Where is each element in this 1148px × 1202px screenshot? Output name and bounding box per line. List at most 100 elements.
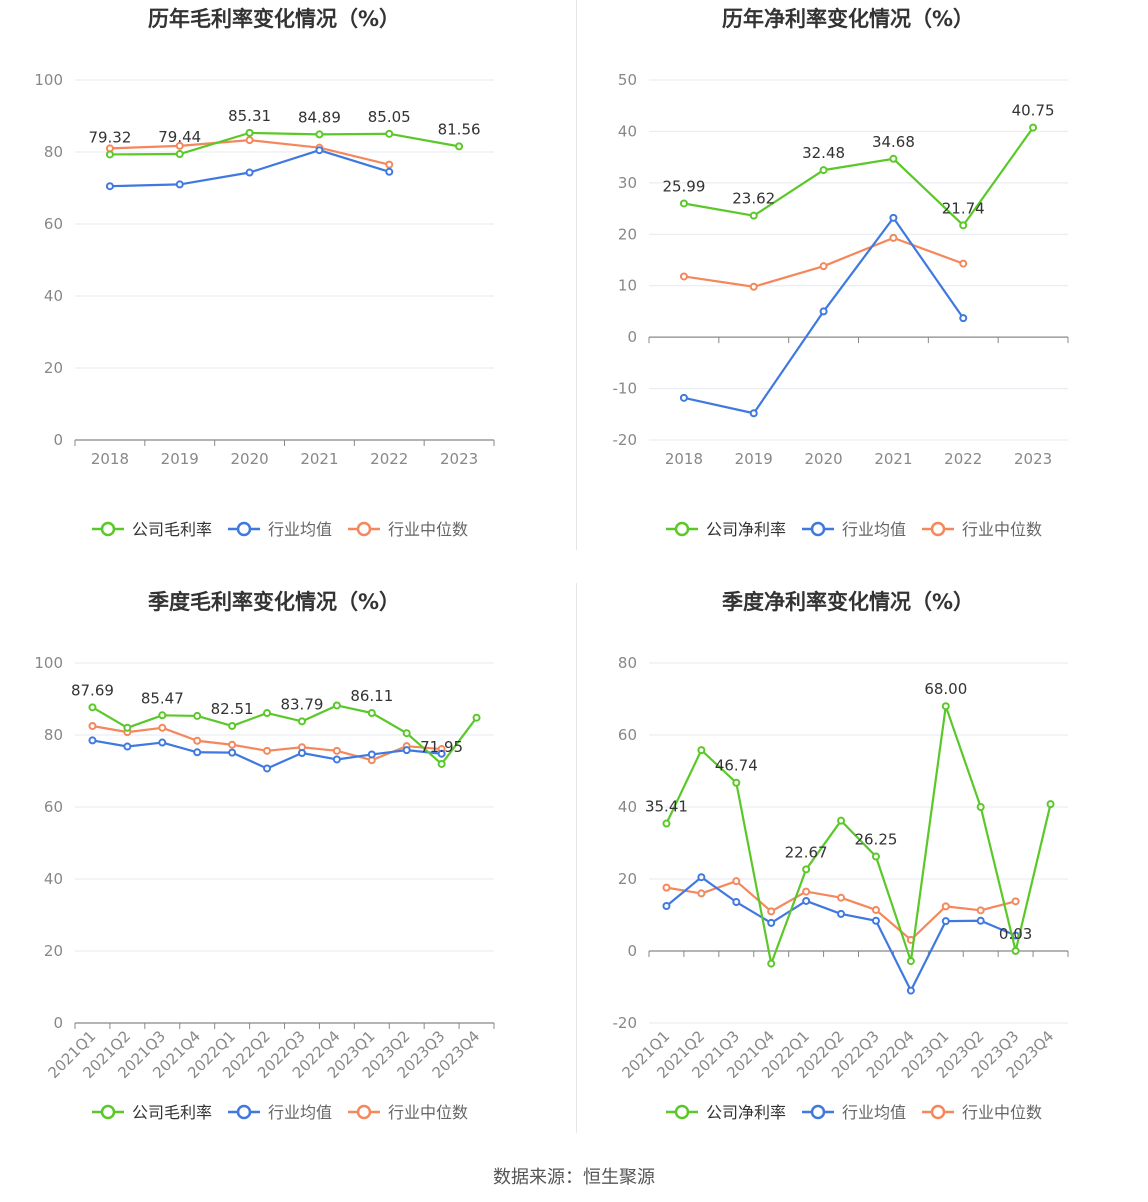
data-point-avg <box>871 916 880 925</box>
x-tick-label: 2020 <box>804 450 842 468</box>
legend-label: 行业中位数 <box>388 1103 468 1122</box>
y-tick-label: 30 <box>618 174 637 192</box>
legend-item-avg[interactable]: 行业均值 <box>802 1103 906 1122</box>
y-tick-label: 80 <box>44 143 63 161</box>
x-tick-label: 2021 <box>300 450 338 468</box>
legend-marker <box>236 1104 252 1120</box>
data-point-company <box>402 729 411 738</box>
data-point-company <box>455 142 464 151</box>
chart-svg: 历年净利率变化情况（%） -20 -10 0 10 20 30 40 50 2018 2019 202… <box>613 7 1069 539</box>
data-point-company <box>906 957 915 966</box>
legend-marker <box>930 1104 946 1120</box>
legend-marker <box>356 1104 372 1120</box>
data-point-avg <box>749 409 758 418</box>
data-point-median <box>889 233 898 242</box>
data-point-company <box>837 816 846 825</box>
data-label: 83.79 <box>280 695 323 713</box>
y-tick-label: -10 <box>613 380 638 398</box>
legend-marker <box>810 521 826 537</box>
data-point-company <box>297 717 306 726</box>
legend-marker <box>236 521 252 537</box>
data-label: 32.48 <box>802 144 845 162</box>
data-point-company <box>802 865 811 874</box>
data-point-avg <box>297 749 306 757</box>
legend-label: 公司净利率 <box>706 520 786 539</box>
data-point-company <box>367 709 376 718</box>
chart-svg: 历年毛利率变化情况（%） 0 20 40 60 80 100 2018 2019 2020 2021… <box>34 7 495 539</box>
legend-item-company[interactable]: 公司毛利率 <box>92 1103 212 1122</box>
y-tick-label: 80 <box>44 726 63 744</box>
legend-label: 行业中位数 <box>962 1103 1042 1122</box>
series-line-company <box>665 705 1052 965</box>
legend-item-median[interactable]: 行业中位数 <box>348 520 468 539</box>
data-point-avg <box>402 746 411 755</box>
data-point-avg <box>123 742 132 751</box>
series-line-median <box>92 724 442 762</box>
data-point-company <box>245 128 254 137</box>
data-label: 34.68 <box>872 133 915 151</box>
x-tick-label: 2018 <box>665 450 703 468</box>
data-label: 68.00 <box>924 680 967 698</box>
legend-item-avg[interactable]: 行业均值 <box>228 1103 332 1122</box>
data-point-median <box>976 906 985 915</box>
data-point-company <box>193 711 202 720</box>
legend-label: 行业均值 <box>842 520 906 539</box>
panel-divider <box>576 0 577 550</box>
chart-title: 历年净利率变化情况（%） <box>722 7 974 31</box>
data-point-avg <box>767 918 776 927</box>
y-tick-label: 40 <box>618 122 637 140</box>
legend-marker <box>930 521 946 537</box>
series-line-company <box>109 131 460 156</box>
legend-item-median[interactable]: 行业中位数 <box>922 1103 1042 1122</box>
legend-item-company[interactable]: 公司净利率 <box>666 520 786 539</box>
y-tick-label: 40 <box>44 287 63 305</box>
data-point-avg <box>245 168 254 177</box>
x-tick-label: 2021 <box>874 450 912 468</box>
data-point-company <box>889 154 898 163</box>
legend-item-median[interactable]: 行业中位数 <box>348 1103 468 1122</box>
chart-svg: 季度毛利率变化情况（%）0204060801002021Q12021Q22021… <box>34 590 495 1122</box>
data-point-avg <box>105 182 114 191</box>
data-point-company <box>88 703 97 712</box>
y-tick-label: 0 <box>53 1014 63 1032</box>
data-point-median <box>679 272 688 281</box>
x-tick-label: 2023 <box>1014 450 1052 468</box>
data-point-median <box>228 740 237 749</box>
data-point-company <box>819 166 828 175</box>
data-point-company <box>959 221 968 230</box>
legend-item-company[interactable]: 公司毛利率 <box>92 520 212 539</box>
data-label: 46.74 <box>715 757 758 775</box>
series-line-company <box>683 126 1034 227</box>
data-label: 0.03 <box>999 925 1032 943</box>
data-point-company <box>315 130 324 139</box>
data-point-avg <box>193 748 202 757</box>
data-point-company <box>697 746 706 755</box>
data-point-median <box>767 907 776 916</box>
y-tick-label: 20 <box>44 942 63 960</box>
data-label: 35.41 <box>645 798 688 816</box>
data-point-avg <box>837 909 846 918</box>
annual-gross-margin-chart: 历年毛利率变化情况（%） 0 20 40 60 80 100 2018 2019 2020 2021… <box>0 0 574 580</box>
data-point-avg <box>385 167 394 176</box>
data-point-company <box>1029 123 1038 132</box>
data-label: 79.32 <box>88 128 131 146</box>
data-point-avg <box>976 916 985 925</box>
legend-item-median[interactable]: 行业中位数 <box>922 520 1042 539</box>
data-point-median <box>88 722 97 730</box>
y-tick-label: 100 <box>34 654 63 672</box>
legend-item-avg[interactable]: 行业均值 <box>802 520 906 539</box>
data-label: 87.69 <box>71 681 114 699</box>
legend-marker <box>100 1104 116 1120</box>
data-point-median <box>662 883 671 892</box>
legend-label: 行业均值 <box>268 1103 332 1122</box>
series-line-avg <box>109 149 390 188</box>
data-label: 82.51 <box>211 700 254 718</box>
data-point-company <box>332 701 341 710</box>
data-point-median <box>1011 897 1020 906</box>
y-tick-label: 0 <box>627 942 637 960</box>
legend-item-avg[interactable]: 行业均值 <box>228 520 332 539</box>
chart-svg: 季度净利率变化情况（%）-200204060802021Q12021Q22021… <box>613 590 1069 1122</box>
data-point-company <box>1046 800 1055 809</box>
data-point-avg <box>941 917 950 926</box>
legend-item-company[interactable]: 公司净利率 <box>666 1103 786 1122</box>
